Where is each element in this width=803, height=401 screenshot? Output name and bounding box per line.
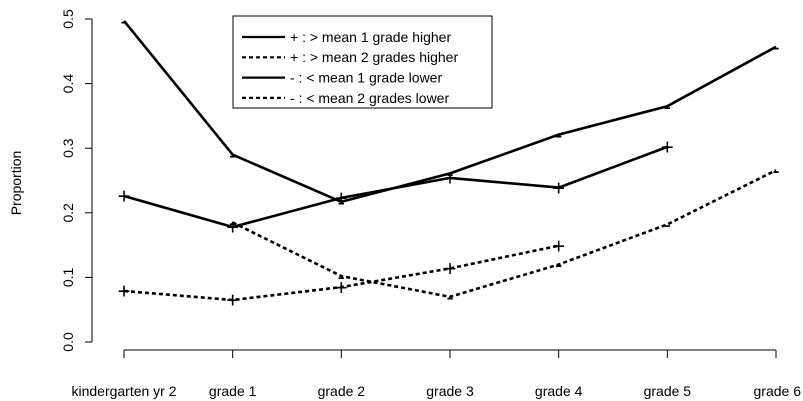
legend-label: + : > mean 2 grades higher: [290, 49, 458, 65]
legend-box: [232, 15, 493, 109]
data-point: -: [446, 284, 453, 309]
y-tick-label: 0.4: [60, 74, 76, 94]
x-tick-label: kindergarten yr 2: [71, 383, 176, 399]
y-tick-label: 0.0: [60, 332, 76, 352]
y-tick-label: 0.2: [60, 203, 76, 223]
data-point: -: [338, 190, 345, 215]
y-tick-label: 0.1: [60, 267, 76, 287]
legend-label: - : < mean 2 grades lower: [290, 90, 449, 106]
data-point: -: [664, 212, 671, 237]
x-tick-label: grade 2: [318, 383, 366, 399]
x-tick-label: grade 5: [644, 383, 692, 399]
data-point: +: [335, 186, 348, 211]
data-point: -: [664, 94, 671, 119]
data-point: -: [229, 142, 236, 167]
series-line: [122, 20, 777, 204]
data-point: +: [444, 256, 457, 281]
data-point: +: [552, 233, 565, 258]
series-layer: ++++ +++ ++++-------------: [118, 9, 780, 313]
data-point: -: [772, 34, 779, 59]
data-point: -: [555, 252, 562, 277]
series: + + + + +: [118, 233, 566, 312]
data-point: -: [229, 210, 236, 235]
data-point: +: [226, 288, 239, 313]
series: - - - - - - -: [120, 9, 779, 215]
data-point: -: [338, 264, 345, 289]
series: - - - - - -: [229, 158, 780, 310]
x-tick-label: grade 4: [535, 383, 583, 399]
data-point: -: [120, 9, 127, 34]
data-point: -: [772, 158, 779, 183]
legend-label: - : < mean 1 grade lower: [290, 70, 442, 86]
y-axis-label: Proportion: [8, 151, 24, 216]
x-tick-label: grade 6: [754, 383, 802, 399]
data-point: -: [446, 161, 453, 186]
x-tick-label: grade 1: [209, 383, 257, 399]
series-line: [123, 244, 559, 302]
data-point: +: [118, 184, 131, 209]
x-tick-label: grade 3: [426, 383, 474, 399]
y-tick-label: 0.3: [60, 138, 76, 158]
series-line: [232, 169, 777, 299]
y-axis: 0.0 0.1 0.2 0.3 0.4 0.5: [60, 9, 93, 352]
y-tick-label: 0.5: [60, 9, 76, 29]
data-point: -: [555, 122, 562, 147]
legend-label: + : > mean 1 grade higher: [290, 29, 451, 45]
data-point: +: [118, 279, 131, 304]
x-axis: kindergarten yr 2 grade 1 grade 2 grade 3 gr…: [71, 349, 802, 399]
data-point: +: [552, 175, 565, 200]
data-point: +: [226, 215, 239, 240]
data-point: +: [335, 275, 348, 300]
legend: + : > mean 1 grade higher + : > mean 2 gr…: [232, 15, 493, 109]
data-point: +: [661, 135, 674, 160]
